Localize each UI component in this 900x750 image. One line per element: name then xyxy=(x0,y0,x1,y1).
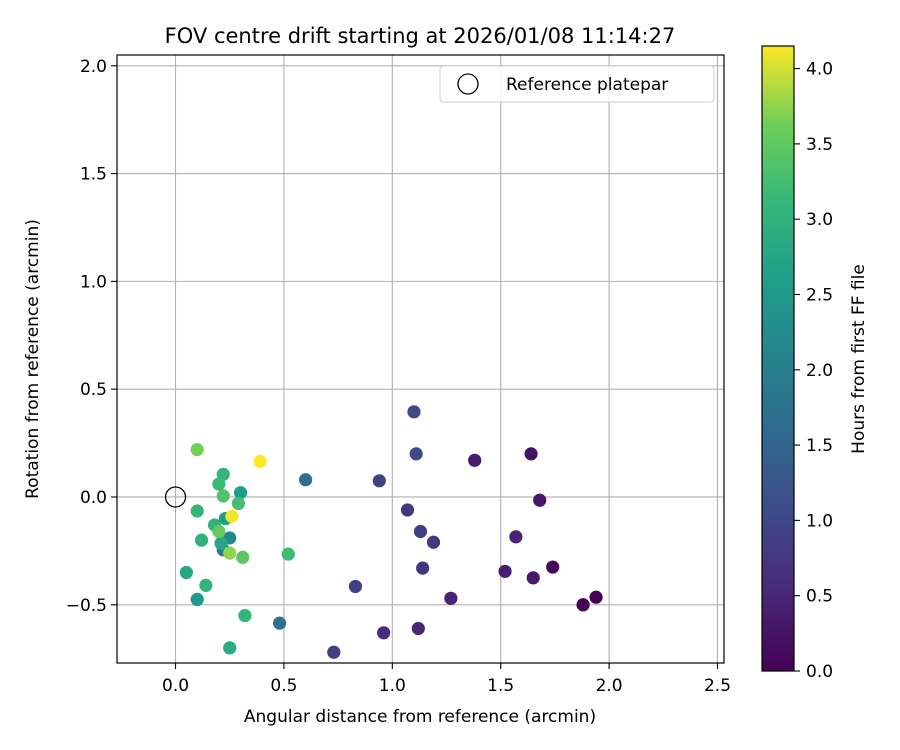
x-tick-label: 0.0 xyxy=(162,676,189,696)
colorbar-tick-label: 2.5 xyxy=(806,285,833,305)
scatter-point xyxy=(589,590,603,604)
scatter-point xyxy=(416,561,430,575)
scatter-point xyxy=(236,550,250,564)
colorbar-tick-label: 3.5 xyxy=(806,135,833,155)
scatter-point xyxy=(498,564,512,578)
scatter-point xyxy=(212,524,226,539)
scatter-point xyxy=(372,474,386,488)
scatter-point xyxy=(233,486,248,500)
scatter-point xyxy=(199,578,213,592)
y-axis-ticks: −0.5 0.0 0.5 1.0 1.5 2.0 xyxy=(66,57,117,616)
colorbar-ticks: 0.0 0.5 1.0 1.5 2.0 2.5 3.0 3.5 4.0 xyxy=(794,60,833,682)
scatter-point xyxy=(231,496,245,511)
scatter-point xyxy=(407,405,421,419)
colorbar-frame xyxy=(761,45,795,672)
colorbar-tick-label: 0.5 xyxy=(806,587,833,607)
scatter-point xyxy=(194,533,209,547)
scatter-point xyxy=(327,645,341,659)
y-tick-label: 2.0 xyxy=(80,57,107,77)
reference-platepar-marker xyxy=(164,486,187,508)
scatter-point xyxy=(468,453,482,467)
legend-reference-marker-icon xyxy=(457,73,479,95)
scatter-point xyxy=(546,560,560,574)
scatter-point xyxy=(253,454,267,469)
scatter-point xyxy=(413,524,428,539)
scatter-point xyxy=(190,442,204,457)
scatter-point xyxy=(281,547,295,561)
y-tick-label: 0.5 xyxy=(80,380,107,400)
scatter-point xyxy=(225,509,239,523)
plot-frame xyxy=(116,54,725,664)
scatter-point xyxy=(190,504,204,518)
scatter-point xyxy=(533,493,547,507)
scatter-point xyxy=(411,621,425,636)
x-tick-label: 2.0 xyxy=(596,676,623,696)
colorbar-tick-label: 2.0 xyxy=(806,361,833,381)
scatter-point xyxy=(214,536,228,550)
scatter-point xyxy=(216,489,230,503)
colorbar-tick-label: 3.0 xyxy=(806,210,833,230)
y-axis-label: Rotation from reference (arcmin) xyxy=(23,219,43,499)
y-tick-label: 1.0 xyxy=(80,272,107,292)
scatter-point xyxy=(223,641,237,655)
colorbar-label: Hours from first FF file xyxy=(849,264,869,454)
x-tick-label: 1.0 xyxy=(379,676,406,696)
colorbar-tick-label: 1.5 xyxy=(806,436,833,456)
x-tick-label: 0.5 xyxy=(270,676,297,696)
y-tick-label: −0.5 xyxy=(66,596,107,616)
scatter-point xyxy=(299,473,313,487)
scatter-point xyxy=(509,530,523,544)
scatter-point xyxy=(400,503,415,517)
scatter-point xyxy=(426,535,441,549)
scatter-point xyxy=(212,477,226,491)
legend: Reference platepar xyxy=(439,65,715,103)
scatter-point xyxy=(223,546,237,560)
grid xyxy=(117,55,724,663)
scatter-point xyxy=(190,592,204,606)
scatter-point xyxy=(576,598,590,612)
y-tick-label: 0.0 xyxy=(80,488,107,508)
scatter-point xyxy=(179,565,193,580)
x-axis-ticks: 0.0 0.5 1.0 1.5 2.0 2.5 xyxy=(162,663,731,696)
scatter-point xyxy=(526,571,540,585)
x-tick-label: 1.5 xyxy=(487,676,514,696)
colorbar-gradient xyxy=(762,46,794,671)
y-tick-label: 1.5 xyxy=(80,165,107,185)
scatter-point xyxy=(377,626,391,640)
scatter-point xyxy=(348,579,363,594)
colorbar: 0.0 0.5 1.0 1.5 2.0 2.5 3.0 3.5 4.0 Hours from f… xyxy=(761,45,869,682)
scatter-point xyxy=(238,608,252,623)
scatter-point xyxy=(444,591,458,605)
chart-title: FOV centre drift starting at 2026/01/08 … xyxy=(165,24,676,48)
scatter-points xyxy=(179,405,603,659)
scatter-point xyxy=(272,616,287,630)
legend-entry-reference: Reference platepar xyxy=(506,75,668,95)
colorbar-tick-label: 1.0 xyxy=(806,511,833,531)
scatter-point xyxy=(524,447,538,461)
x-axis-label: Angular distance from reference (arcmin) xyxy=(244,707,596,727)
legend-box xyxy=(439,65,715,103)
x-tick-label: 2.5 xyxy=(704,676,731,696)
scatter-point xyxy=(409,447,423,461)
colorbar-tick-label: 4.0 xyxy=(806,60,833,80)
colorbar-tick-label: 0.0 xyxy=(806,662,833,682)
